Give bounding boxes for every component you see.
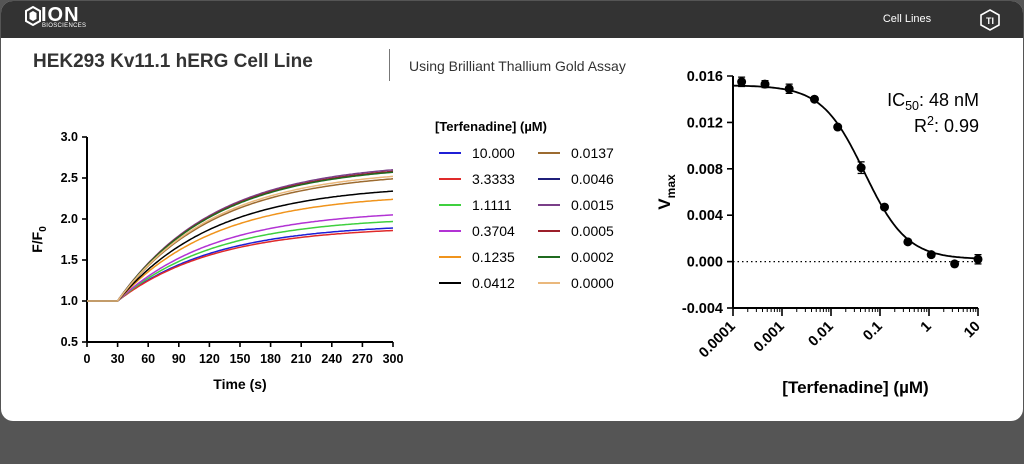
logo-subtext: BIOSCIENCES xyxy=(42,23,87,29)
x-axis-label: [Terfenadine] (µM) xyxy=(782,378,928,397)
ion-logo[interactable]: ION BIOSCIENCES xyxy=(25,4,99,32)
ti-badge-icon[interactable]: TI xyxy=(979,9,1001,31)
x-tick-label: 270 xyxy=(352,352,373,366)
x-tick-label: 240 xyxy=(321,352,342,366)
series-line-0.0000 xyxy=(87,175,394,302)
legend-label: 3.3333 xyxy=(472,171,515,187)
y-tick-label: 0.008 xyxy=(687,162,723,178)
ic50-value: : 48 nM xyxy=(919,90,979,110)
series-line-0.1235 xyxy=(87,198,394,302)
legend-label: 0.3704 xyxy=(472,223,515,239)
legend-label: 0.0412 xyxy=(472,275,515,291)
x-tick-label: 180 xyxy=(260,352,281,366)
data-point xyxy=(856,163,866,173)
y-tick-label: 0.000 xyxy=(687,255,723,271)
x-tick-label: 30 xyxy=(111,352,125,366)
y-axis-label: F/F0 xyxy=(29,226,49,253)
legend-label: 0.0002 xyxy=(571,249,614,265)
y-tick-label: 0.016 xyxy=(687,69,723,85)
r2-value: : 0.99 xyxy=(934,116,979,136)
logo-wordmark: ION xyxy=(41,4,80,26)
y-axis-label-subscript: 0 xyxy=(38,226,49,232)
y-tick-label: 1.5 xyxy=(61,253,78,267)
fluorescence-time-course-chart: 0.5 1.0 1.5 2.0 2.5 3.0 0 30 60 90 120 150 180 210 240… xyxy=(29,119,614,392)
x-tick-label: 10 xyxy=(961,319,984,342)
legend-label: 0.1235 xyxy=(472,249,515,265)
x-tick-label: 0.001 xyxy=(751,319,788,356)
page-title: HEK293 Kv11.1 hERG Cell Line xyxy=(33,51,313,72)
data-point xyxy=(903,237,913,247)
data-point xyxy=(973,254,983,264)
x-tick-label: 120 xyxy=(199,352,220,366)
y-axis-label-subscript: max xyxy=(664,174,678,198)
data-point xyxy=(809,94,819,104)
legend-label: 0.0005 xyxy=(571,223,614,239)
y-tick-label: 1.0 xyxy=(61,294,78,308)
x-tick-label: 0.1 xyxy=(860,319,886,345)
data-point xyxy=(737,77,747,87)
y-axis-label-main: F/F xyxy=(29,231,45,252)
x-tick-label: 0.0001 xyxy=(696,319,739,362)
data-point xyxy=(784,84,794,94)
legend-label: 0.0015 xyxy=(571,197,614,213)
series-line-0.0412 xyxy=(87,190,394,302)
x-axis-label: Time (s) xyxy=(213,376,266,392)
title-divider xyxy=(389,49,390,81)
legend-title: [Terfenadine] (µM) xyxy=(435,119,547,134)
ic50-label: IC xyxy=(887,90,905,110)
series-line-1.1111 xyxy=(87,220,394,302)
top-bar: ION BIOSCIENCES Cell Lines TI xyxy=(1,1,1023,38)
legend-label: 0.0046 xyxy=(571,171,614,187)
y-axis-label: Vmax xyxy=(655,174,678,210)
x-tick-label: 210 xyxy=(291,352,312,366)
series-line-0.3704 xyxy=(87,214,394,302)
r2-superscript: 2 xyxy=(927,114,934,128)
legend-label: 10.000 xyxy=(472,145,515,161)
x-tick-label: 300 xyxy=(383,352,404,366)
legend-label: 1.1111 xyxy=(472,197,512,213)
x-tick-label: 0 xyxy=(84,352,91,366)
data-point xyxy=(950,259,960,269)
x-tick-label: 0.01 xyxy=(806,319,837,350)
svg-text:TI: TI xyxy=(986,16,994,26)
y-tick-label: 0.004 xyxy=(687,208,723,224)
r2-label: R xyxy=(914,116,927,136)
y-tick-label: 2.0 xyxy=(61,212,78,226)
ic50-subscript: 50 xyxy=(905,99,919,113)
legend-label: 0.0000 xyxy=(571,275,614,291)
data-point xyxy=(926,250,936,260)
r2-annotation: R2: 0.99 xyxy=(914,114,979,136)
content-panel: ION BIOSCIENCES Cell Lines TI HEK293 Kv1… xyxy=(1,1,1023,421)
x-tick-label: 1 xyxy=(918,319,935,336)
nav-link-cell-lines[interactable]: Cell Lines xyxy=(882,13,932,25)
x-tick-label: 150 xyxy=(230,352,251,366)
x-tick-label: 60 xyxy=(141,352,155,366)
data-point xyxy=(833,122,843,132)
hexagon-logo-icon xyxy=(25,6,41,26)
ic50-annotation: IC50: 48 nM xyxy=(887,90,979,113)
data-point xyxy=(760,79,770,89)
page-subtitle: Using Brilliant Thallium Gold Assay xyxy=(409,58,626,74)
x-tick-label: 90 xyxy=(172,352,186,366)
y-tick-label: 2.5 xyxy=(61,171,78,185)
y-axis-label-main: V xyxy=(655,198,674,210)
fit-curve xyxy=(732,84,978,260)
y-tick-label: 0.012 xyxy=(687,115,723,131)
y-tick-label: -0.004 xyxy=(682,301,723,317)
y-tick-label: 3.0 xyxy=(61,130,78,144)
y-tick-label: 0.5 xyxy=(61,335,78,349)
data-point xyxy=(879,202,889,212)
legend-label: 0.0137 xyxy=(571,145,614,161)
series-line-3.3333 xyxy=(87,229,394,302)
